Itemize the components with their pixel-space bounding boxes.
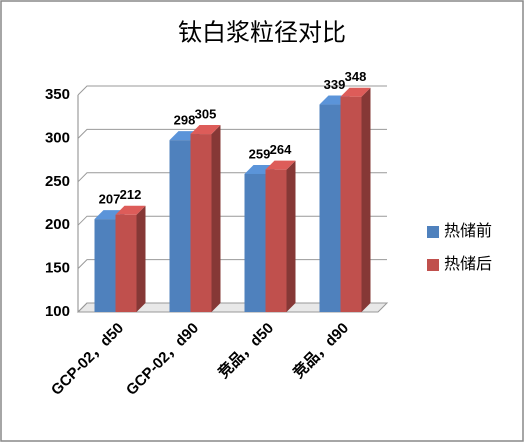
bar-top xyxy=(265,160,296,170)
value-label: 264 xyxy=(270,142,292,157)
legend-swatch xyxy=(427,226,439,238)
bar xyxy=(319,104,341,312)
bar xyxy=(94,219,116,312)
bar xyxy=(340,96,362,313)
bar-side xyxy=(286,160,296,312)
value-label: 212 xyxy=(120,187,142,202)
bar xyxy=(265,169,287,312)
y-tick-label: 200 xyxy=(45,216,70,233)
y-tick-label: 300 xyxy=(45,129,70,146)
bar-top xyxy=(115,205,146,215)
bar-side xyxy=(211,125,221,312)
legend-label: 热储前 xyxy=(444,222,492,240)
y-tick-label: 250 xyxy=(45,173,70,190)
y-tick-label: 350 xyxy=(45,86,70,103)
value-label: 348 xyxy=(345,69,367,84)
bar xyxy=(169,140,191,312)
y-tick-label: 150 xyxy=(45,260,70,277)
bar xyxy=(190,134,212,312)
grid-line xyxy=(77,85,387,96)
grid-line xyxy=(77,128,387,139)
value-label: 339 xyxy=(324,77,346,92)
value-label: 305 xyxy=(195,106,217,121)
chart-title: 钛白浆粒径对比 xyxy=(178,19,346,46)
bar-side xyxy=(361,87,371,313)
bar-top xyxy=(190,125,221,135)
bar xyxy=(115,214,137,312)
value-label: 298 xyxy=(174,113,196,128)
bar-side xyxy=(136,205,146,312)
value-label: 207 xyxy=(99,192,121,207)
legend-label: 热储后 xyxy=(444,255,492,273)
value-label: 259 xyxy=(249,146,271,161)
legend-swatch xyxy=(427,259,439,271)
bar-top xyxy=(340,87,371,97)
bar xyxy=(244,173,266,312)
y-tick-label: 100 xyxy=(45,303,70,320)
